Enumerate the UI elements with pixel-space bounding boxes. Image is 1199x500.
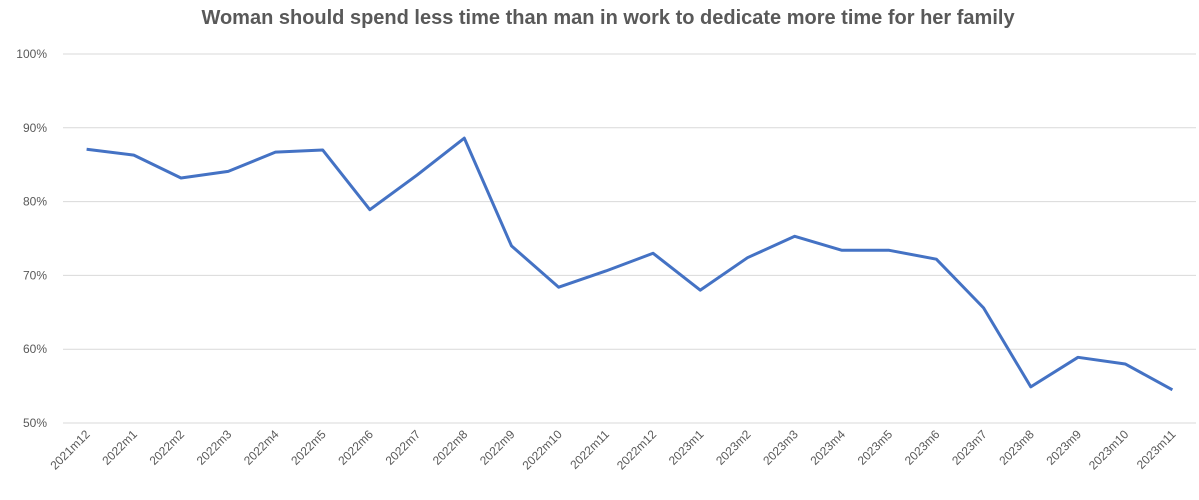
- chart-title: Woman should spend less time than man in…: [201, 7, 1015, 29]
- x-tick-label: 2023m4: [807, 427, 848, 468]
- x-tick-label: 2022m9: [477, 427, 518, 468]
- x-tick-label: 2022m11: [567, 427, 612, 472]
- y-tick-label: 50%: [23, 416, 47, 430]
- x-tick-label: 2022m8: [430, 427, 471, 468]
- x-tick-label: 2022m10: [520, 427, 566, 473]
- x-tick-label: 2022m5: [288, 427, 329, 468]
- x-tick-label: 2022m4: [241, 427, 282, 468]
- x-tick-label: 2023m2: [713, 427, 754, 468]
- x-tick-label: 2023m8: [996, 427, 1037, 468]
- x-tick-label: 2023m11: [1134, 427, 1179, 472]
- y-tick-label: 90%: [23, 121, 47, 135]
- x-tick-label: 2023m3: [760, 427, 801, 468]
- x-tick-label: 2023m9: [1044, 427, 1085, 468]
- x-tick-label: 2022m12: [614, 427, 660, 473]
- x-tick-label: 2023m7: [949, 427, 990, 468]
- x-tick-label: 2022m6: [335, 427, 376, 468]
- x-tick-label: 2022m2: [147, 427, 188, 468]
- x-tick-label: 2023m6: [902, 427, 943, 468]
- y-tick-label: 70%: [23, 268, 47, 282]
- x-tick-label: 2022m7: [383, 427, 424, 468]
- x-tick-label: 2021m12: [47, 427, 93, 473]
- y-tick-label: 100%: [16, 47, 47, 61]
- y-tick-label: 80%: [23, 195, 47, 209]
- y-tick-label: 60%: [23, 342, 47, 356]
- line: [86, 136, 1174, 392]
- x-tick-label: 2022m3: [194, 427, 235, 468]
- x-tick-label: 2023m10: [1086, 427, 1132, 473]
- x-tick-label: 2023m5: [855, 427, 896, 468]
- x-tick-label: 2022m1: [99, 427, 140, 468]
- x-tick-label: 2023m1: [666, 427, 707, 468]
